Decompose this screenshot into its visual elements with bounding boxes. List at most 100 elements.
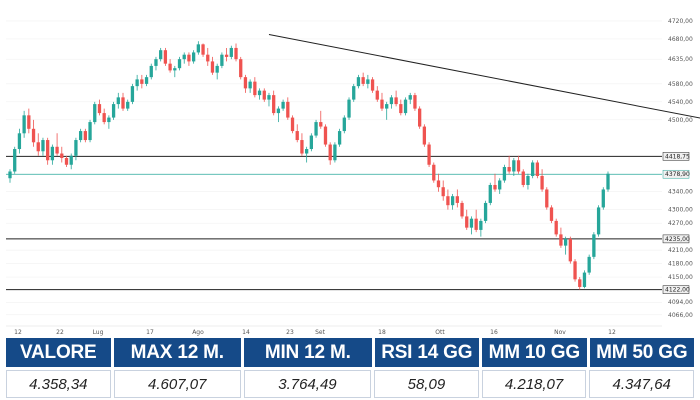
candle-body xyxy=(474,218,478,230)
candle-body xyxy=(559,234,563,246)
candle-body xyxy=(578,279,582,287)
candle-body xyxy=(60,153,64,159)
value-valore: 4.358,34 xyxy=(6,370,111,398)
candle-body xyxy=(191,52,196,62)
candle-body xyxy=(399,104,403,114)
candle-body xyxy=(102,113,106,123)
candle-body xyxy=(206,54,210,62)
candle-body xyxy=(107,117,111,123)
candle-body xyxy=(319,122,323,127)
candle-body xyxy=(17,133,22,150)
y-tick-label: 4150,00 xyxy=(668,274,693,281)
candle-body xyxy=(498,180,502,190)
candle-body xyxy=(450,196,455,206)
x-tick-label: Ago xyxy=(192,329,204,336)
candle-body xyxy=(413,95,417,109)
candle-body xyxy=(168,63,172,71)
candle-body xyxy=(64,158,69,165)
level-label: 4378,90 xyxy=(665,171,690,178)
candle-body xyxy=(422,126,427,145)
candle-body xyxy=(469,218,474,228)
candle-body xyxy=(366,79,370,84)
candle-body xyxy=(516,160,521,172)
candle-body xyxy=(182,54,186,60)
candle-body xyxy=(309,135,314,150)
candle-body xyxy=(465,216,469,228)
value-mm-50gg: 4.347,64 xyxy=(589,370,694,398)
candle-body xyxy=(22,115,26,134)
y-tick-label: 4500,00 xyxy=(668,117,693,124)
candle-body xyxy=(314,122,318,136)
header-rsi-14gg: RSI 14 GG xyxy=(374,338,479,367)
x-tick-label: 12 xyxy=(14,329,22,336)
candle-body xyxy=(31,128,36,143)
candle-body xyxy=(201,44,205,55)
candle-body xyxy=(347,99,351,118)
candle-body xyxy=(13,149,17,172)
candle-body xyxy=(323,126,328,145)
candle-body xyxy=(144,77,149,84)
x-tick-label: Set xyxy=(315,329,326,336)
y-tick-label: 4540,00 xyxy=(668,99,693,106)
candles xyxy=(8,41,610,290)
candle-body xyxy=(554,220,558,235)
y-tick-label: 4680,00 xyxy=(668,36,693,43)
candle-body xyxy=(592,234,596,257)
candle-body xyxy=(573,261,577,280)
trendline-layer xyxy=(268,33,700,119)
y-tick-label: 4635,00 xyxy=(668,56,693,63)
y-tick-label: 4180,00 xyxy=(668,261,693,268)
candle-body xyxy=(196,44,200,53)
level-label: 4235,00 xyxy=(665,236,690,243)
y-tick-label: 4270,00 xyxy=(668,220,693,227)
value-rsi-14gg: 58,09 xyxy=(374,370,479,398)
candle-body xyxy=(27,115,31,129)
candle-body xyxy=(385,104,389,109)
x-tick-label: Lug xyxy=(93,329,104,336)
candle-body xyxy=(8,171,12,179)
y-tick-label: 4094,00 xyxy=(668,299,693,306)
candle-body xyxy=(587,256,591,273)
y-tick-label: 4210,00 xyxy=(668,247,693,254)
candle-body xyxy=(234,47,238,60)
header-max-12m: MAX 12 M. xyxy=(113,338,241,367)
level-label-box xyxy=(662,234,690,244)
candle-body xyxy=(483,202,488,221)
candle-body xyxy=(328,144,332,161)
candle-body xyxy=(304,149,309,154)
candle-body xyxy=(403,99,408,114)
candle-body xyxy=(521,171,525,185)
level-label-box xyxy=(662,169,690,179)
candle-body xyxy=(116,97,120,105)
y-tick-label: 4340,00 xyxy=(668,189,693,196)
candle-body xyxy=(389,97,394,105)
x-tick-label: 16 xyxy=(490,329,498,336)
trendline xyxy=(268,33,700,119)
header-valore: VALORE xyxy=(6,338,111,367)
candle-body xyxy=(224,54,229,57)
candle-body xyxy=(78,131,83,141)
candle-body xyxy=(159,50,163,60)
candle-body xyxy=(281,101,285,109)
candle-body xyxy=(418,108,422,127)
candle-body xyxy=(173,68,177,71)
y-tick-label: 4066,00 xyxy=(668,312,693,319)
grid-layer xyxy=(6,20,662,316)
candle-body xyxy=(286,101,290,118)
candle-body xyxy=(531,162,535,176)
candle-body xyxy=(88,122,92,141)
candle-body xyxy=(149,65,153,78)
candle-body xyxy=(427,144,431,165)
candle-body xyxy=(154,59,158,66)
candle-body xyxy=(220,54,224,66)
x-tick-label: Ott xyxy=(435,329,445,336)
candle-body xyxy=(46,140,50,161)
candle-body xyxy=(248,81,252,89)
candle-body xyxy=(74,140,78,156)
price-chart: 4720,00 4680,00 4635,00 4580,00 4540,00 4500,… xyxy=(6,18,700,336)
candle-body xyxy=(83,131,87,141)
stats-header-row: VALORE MAX 12 M. MIN 12 M. RSI 14 GG MM … xyxy=(6,338,694,367)
candle-body xyxy=(140,79,144,84)
candle-body xyxy=(276,108,281,114)
level-label: 4122,00 xyxy=(665,287,690,294)
